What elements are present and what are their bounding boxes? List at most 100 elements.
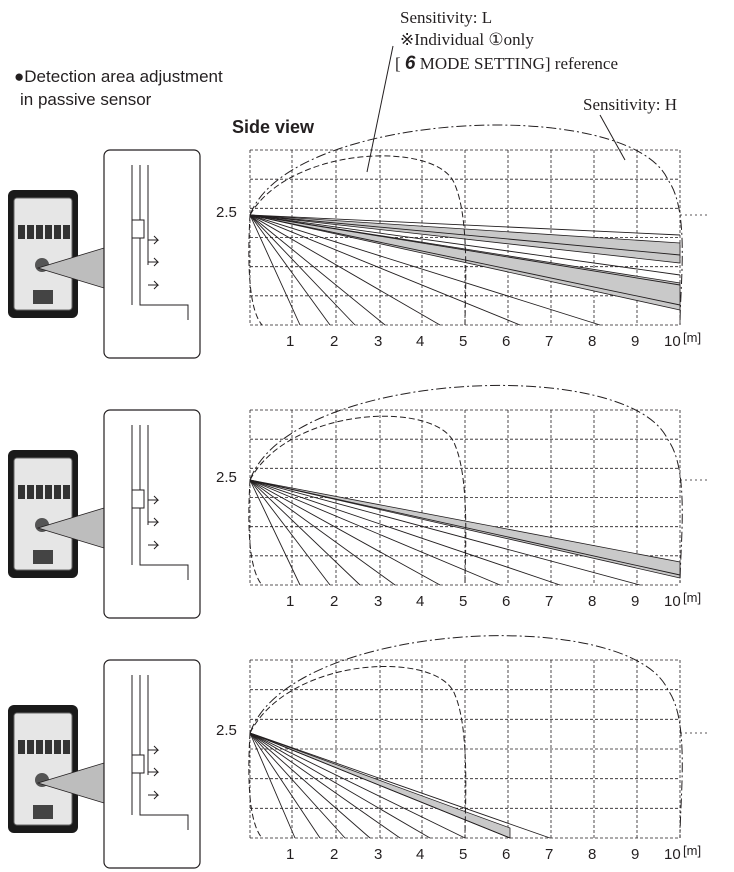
side-view-title: Side view	[232, 117, 315, 137]
detection-ray	[249, 479, 681, 576]
detection-ray	[249, 214, 331, 326]
zoom-box	[103, 659, 201, 869]
switch-block	[33, 550, 53, 564]
near-field-boundary	[248, 214, 263, 326]
x-tick-label: 7	[545, 593, 554, 610]
terminal-block	[63, 740, 70, 754]
x-tick-label: 8	[588, 846, 597, 863]
lens-arrow	[148, 540, 160, 550]
x-tick-label: 10	[664, 846, 681, 863]
x-tick-label: 10	[664, 593, 681, 610]
lens-arrow	[148, 257, 160, 267]
x-tick-label: 6	[502, 333, 511, 350]
unit-label: [m]	[683, 330, 702, 345]
x-tick-label: 2	[330, 333, 339, 350]
intro-line-1: Detection area adjustment	[24, 67, 223, 86]
intro-line-2: in passive sensor	[20, 90, 152, 109]
x-tick-label: 9	[631, 846, 640, 863]
x-tick-label: 7	[545, 846, 554, 863]
terminal-block	[18, 740, 25, 754]
lens-arrow	[148, 790, 160, 800]
near-field-boundary	[248, 479, 263, 586]
x-tick-label: 1	[286, 846, 295, 863]
detection-ray	[249, 214, 681, 276]
sensor-device-photo	[8, 450, 78, 578]
reference-number: 6	[404, 53, 416, 74]
unit-label: [m]	[683, 590, 702, 605]
leader-line-l	[366, 45, 394, 173]
detection-ray	[249, 214, 441, 326]
mask-shutter	[131, 219, 145, 239]
zoom-box	[103, 149, 201, 359]
x-tick-label: 2	[330, 593, 339, 610]
terminal-block	[18, 485, 25, 499]
sensitivity-h-envelope	[249, 635, 683, 839]
diagram-3	[8, 635, 708, 869]
detection-ray	[249, 214, 681, 306]
lens-arrow	[148, 280, 160, 290]
detection-ray	[249, 732, 321, 839]
detection-ray	[249, 214, 386, 326]
terminal-block	[54, 225, 61, 239]
x-tick-label: 1	[286, 333, 295, 350]
x-tick-label: 8	[588, 333, 597, 350]
switch-block	[33, 805, 53, 819]
height-label: 2.5	[216, 469, 237, 486]
mask-shutter	[131, 489, 145, 509]
terminal-block	[63, 485, 70, 499]
detection-ray	[249, 479, 501, 586]
x-tick-label: 5	[459, 333, 468, 350]
individual-suffix: only	[503, 30, 534, 49]
x-tick-label: 2	[330, 846, 339, 863]
lens-arrow	[148, 767, 160, 777]
mask-shutter	[131, 754, 145, 774]
sensitivity-h-envelope	[249, 384, 683, 586]
unit-label: [m]	[683, 843, 702, 858]
terminal-block	[45, 485, 52, 499]
mount-bracket	[139, 265, 189, 320]
detection-ray	[249, 732, 346, 839]
x-tick-label: 4	[416, 846, 425, 863]
detection-ray	[249, 732, 371, 839]
detection-ray	[249, 479, 561, 586]
detection-ray	[249, 732, 551, 839]
mount-bracket	[139, 525, 189, 580]
bullet: ●	[14, 67, 25, 86]
x-tick-label: 5	[459, 846, 468, 863]
sensitivity-h-label: Sensitivity: H	[583, 95, 677, 114]
sensitivity-l-envelope	[249, 665, 467, 839]
diagram-1	[8, 124, 708, 359]
terminal-block	[27, 740, 34, 754]
detection-ray	[249, 732, 511, 839]
intro-text: ●Detection area adjustment	[14, 67, 223, 87]
sensor-device-photo	[8, 190, 78, 318]
x-tick-label: 8	[588, 593, 597, 610]
lens-arrow	[148, 235, 160, 245]
detection-ray	[249, 732, 401, 839]
mode-setting-reference: [ 6 MODE SETTING] reference	[395, 53, 618, 75]
near-field-boundary	[248, 732, 263, 839]
height-label: 2.5	[216, 722, 237, 739]
lens-arrow	[148, 745, 160, 755]
x-tick-label: 3	[374, 333, 383, 350]
terminal-block	[54, 485, 61, 499]
terminal-block	[18, 225, 25, 239]
reference-text: MODE SETTING] reference	[415, 54, 618, 73]
leader-line-h	[599, 114, 626, 161]
detection-ray	[249, 479, 396, 586]
terminal-block	[27, 485, 34, 499]
terminal-block	[54, 740, 61, 754]
terminal-block	[27, 225, 34, 239]
sensitivity-h-envelope	[249, 124, 683, 326]
reference-open: [	[395, 54, 405, 73]
sensitivity-l-envelope	[249, 415, 467, 586]
detection-ray	[249, 479, 641, 586]
x-tick-label: 6	[502, 846, 511, 863]
x-tick-label: 6	[502, 593, 511, 610]
x-tick-label: 4	[416, 333, 425, 350]
terminal-block	[36, 740, 43, 754]
individual-circled: ①	[488, 30, 504, 49]
lens-arrow	[148, 517, 160, 527]
detection-ray	[249, 479, 441, 586]
